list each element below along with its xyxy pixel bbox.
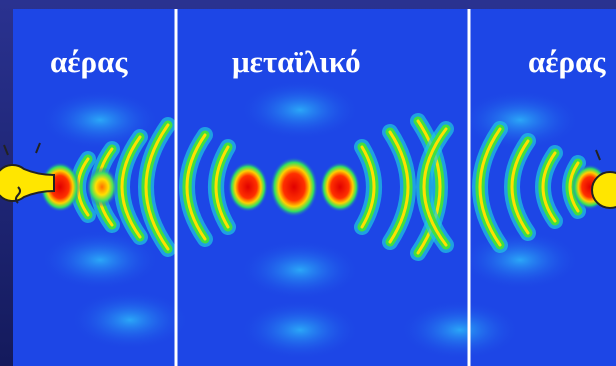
wave-shape bbox=[400, 300, 520, 360]
wave-shape bbox=[70, 290, 190, 350]
wave-shape bbox=[460, 230, 580, 290]
wave-shape bbox=[240, 80, 360, 140]
region-label: μεταϊλικό bbox=[232, 44, 361, 79]
wave-shape bbox=[240, 300, 360, 360]
region-label: αέρας bbox=[50, 44, 128, 79]
wave-figure: αέρας μεταϊλικό αέρας bbox=[0, 0, 616, 366]
wave-shape bbox=[270, 157, 318, 217]
region-label: αέρας bbox=[528, 44, 606, 79]
wave-shape bbox=[240, 240, 360, 300]
wave-shape bbox=[86, 167, 118, 207]
wave-shape bbox=[228, 162, 268, 212]
wave-shape bbox=[320, 162, 360, 212]
